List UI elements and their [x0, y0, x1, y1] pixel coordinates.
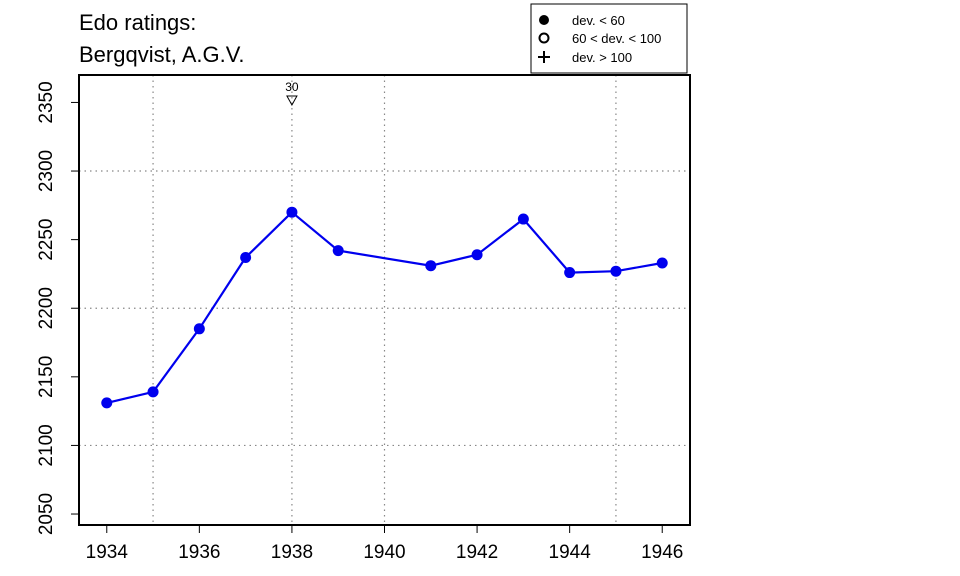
x-tick-label: 1940	[363, 542, 405, 563]
legend-box	[530, 3, 688, 74]
axes: 1934 1936 1938 1940 1942 1944 1946 2050 2100 2150…	[36, 81, 683, 563]
series-line	[106, 210, 663, 404]
y-tick-label: 2150	[36, 356, 57, 398]
data-point	[101, 397, 113, 409]
annotations: 30	[285, 80, 299, 107]
x-tick-label: 1944	[549, 542, 592, 563]
data-point	[656, 257, 668, 269]
legend: dev. < 60 60 < dev. < 100 dev. > 100	[530, 3, 688, 74]
x-tick-label: 1942	[456, 542, 498, 563]
data-point	[332, 245, 344, 257]
legend-marker-filled-circle	[539, 15, 549, 25]
data-point	[471, 249, 483, 261]
y-tick-label: 2300	[36, 150, 57, 192]
data-point	[193, 323, 205, 335]
chart-title-line-1: Edo ratings:	[79, 10, 196, 35]
y-tick-label: 2050	[36, 493, 57, 535]
data-point	[240, 251, 252, 263]
chart-title-line-2: Bergqvist, A.G.V.	[79, 42, 245, 67]
data-point	[517, 213, 529, 225]
legend-label-dev-below-60: dev. < 60	[572, 13, 625, 28]
legend-label-dev-above-100: dev. > 100	[572, 50, 632, 65]
legend-marker-plus	[538, 51, 550, 63]
annotation-marker-down-triangle	[286, 95, 298, 107]
x-tick-label: 1934	[86, 542, 129, 563]
data-series	[101, 206, 668, 409]
data-point	[564, 267, 576, 279]
y-tick-label: 2250	[36, 218, 57, 260]
data-point	[147, 386, 159, 398]
data-point	[610, 265, 622, 277]
y-tick-label: 2200	[36, 287, 57, 329]
x-tick-label: 1936	[178, 542, 220, 563]
x-tick-label: 1938	[271, 542, 313, 563]
annotation-label: 30	[285, 80, 299, 94]
data-point	[425, 260, 437, 272]
legend-marker-open-circle	[538, 32, 550, 44]
legend-label-dev-60-100: 60 < dev. < 100	[572, 31, 661, 46]
y-tick-label: 2350	[36, 81, 57, 123]
y-tick-label: 2100	[36, 424, 57, 466]
data-point	[286, 206, 298, 218]
grid-lines	[79, 75, 690, 525]
x-tick-label: 1946	[641, 542, 683, 563]
